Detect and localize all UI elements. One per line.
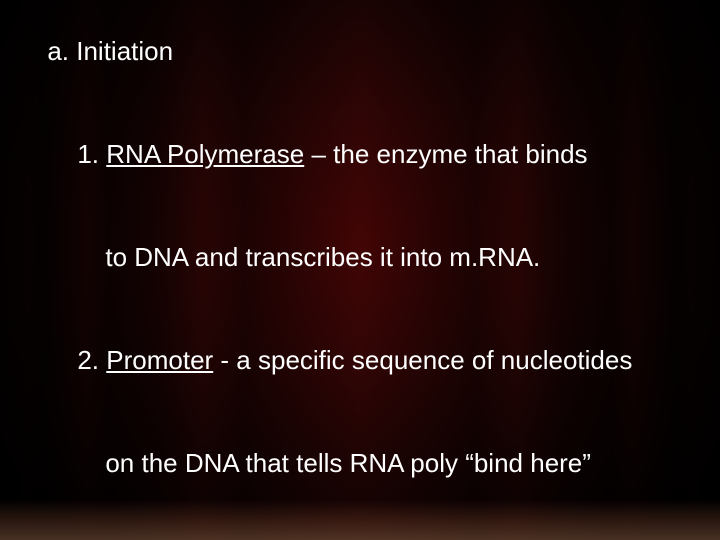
heading: a. Initiation: [47, 36, 173, 66]
item1-def1: the enzyme that binds: [333, 139, 587, 169]
slide-stage: a. Initiation 1. RNA Polymerase – the en…: [0, 0, 720, 540]
item2-num: 2.: [77, 345, 106, 375]
item1-def2: to DNA and transcribes it into m.RNA.: [105, 242, 540, 272]
heading-row: a. Initiation: [0, 0, 720, 103]
item2-sub-a-line1: → this sequence is known as the: [0, 515, 720, 540]
item2-def1: a specific sequence of nucleotides: [236, 345, 632, 375]
item2-term: Promoter: [106, 345, 213, 375]
item2-line1: 2. Promoter - a specific sequence of nuc…: [0, 309, 720, 412]
item1-num: 1.: [77, 139, 106, 169]
item2-def2: on the DNA that tells RNA poly “bind her…: [105, 448, 591, 478]
slide-text: a. Initiation 1. RNA Polymerase – the en…: [0, 0, 720, 540]
item1-line1: 1. RNA Polymerase – the enzyme that bind…: [0, 103, 720, 206]
item2-line2: on the DNA that tells RNA poly “bind her…: [0, 412, 720, 515]
item2-sep: -: [213, 345, 236, 375]
item1-line2: to DNA and transcribes it into m.RNA.: [0, 206, 720, 309]
item1-sep: –: [304, 139, 333, 169]
item1-term: RNA Polymerase: [106, 139, 304, 169]
